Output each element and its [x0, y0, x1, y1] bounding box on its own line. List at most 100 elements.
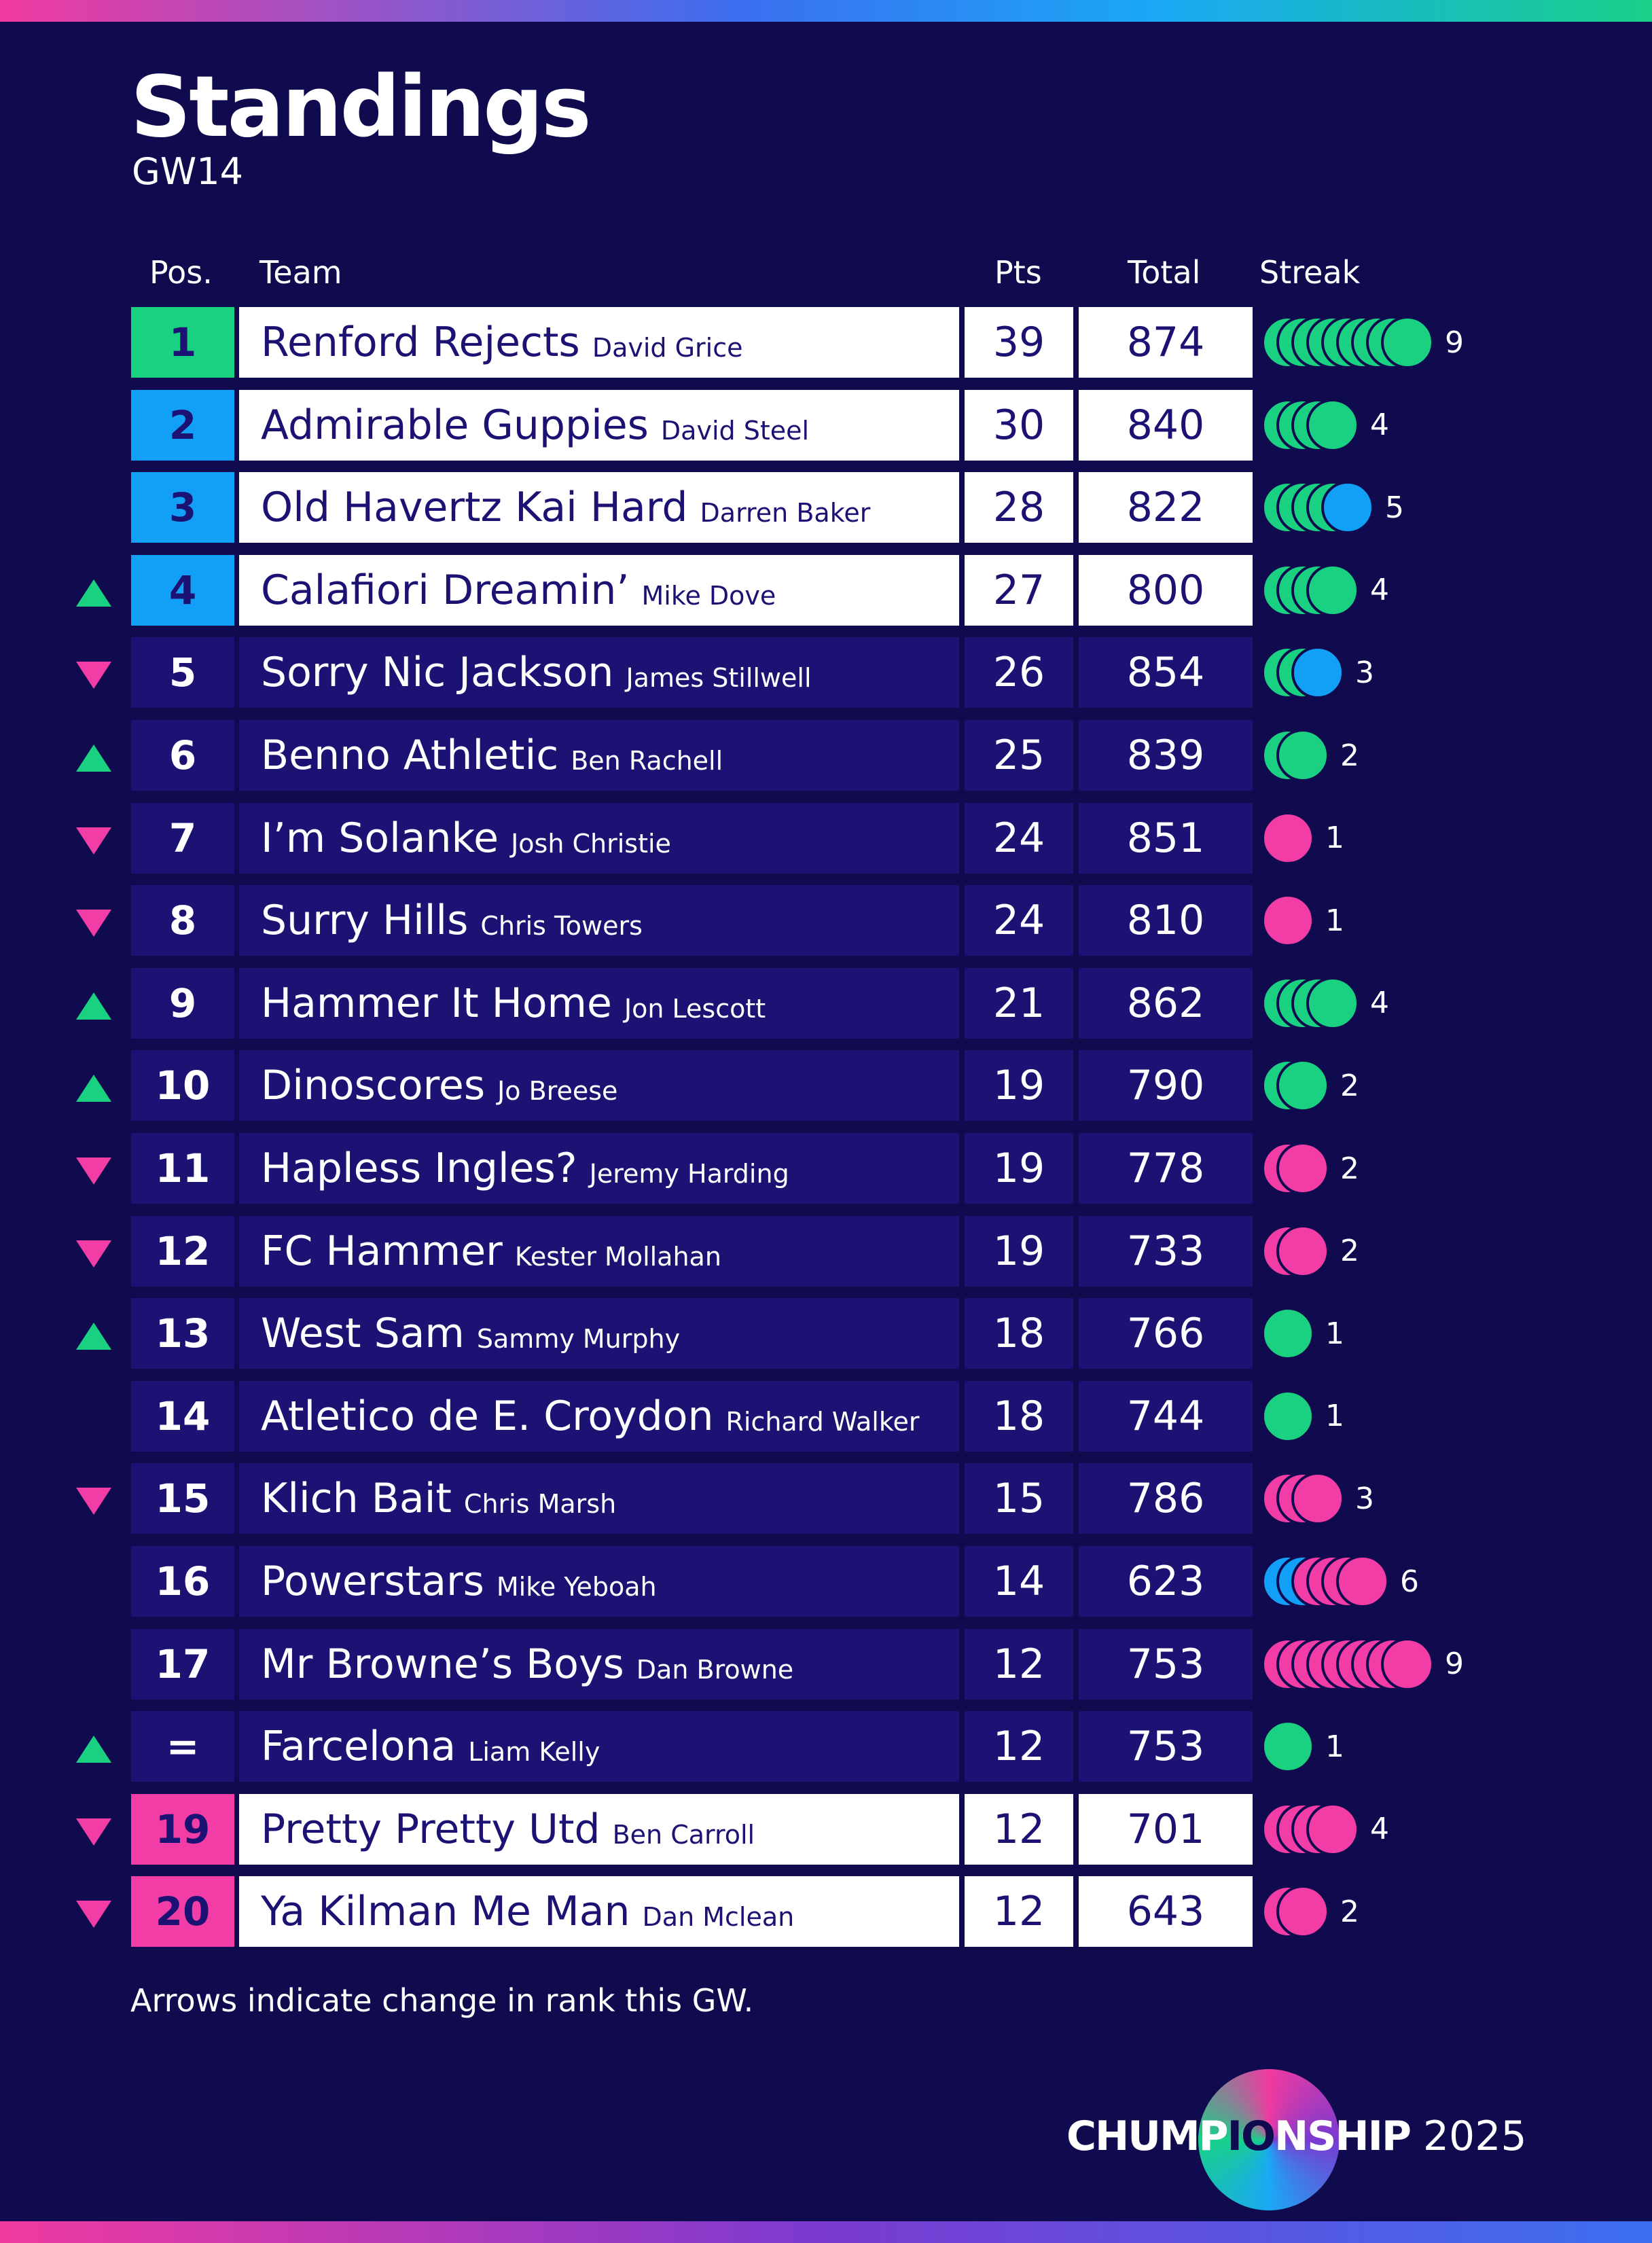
team-cell: West Sam Sammy Murphy — [239, 1298, 959, 1369]
streak-indicator: 3 — [1261, 1463, 1374, 1534]
streak-dots — [1261, 894, 1314, 948]
manager-name: David Grice — [592, 333, 743, 363]
rank-up-arrow-icon — [76, 1323, 111, 1350]
team-cell: Hammer It Home Jon Lescott — [239, 967, 959, 1039]
streak-dot — [1276, 729, 1329, 782]
manager-name: Mike Dove — [641, 580, 776, 611]
team-cell: Admirable Guppies David Steel — [239, 389, 959, 461]
team-name: Mr Browne’s Boys — [261, 1640, 624, 1688]
streak-indicator: 6 — [1261, 1546, 1419, 1617]
position-cell: 12 — [131, 1215, 234, 1287]
points-cell: 28 — [965, 472, 1073, 543]
streak-indicator: 9 — [1261, 307, 1464, 378]
streak-dot — [1381, 316, 1434, 369]
position-cell: 11 — [131, 1133, 234, 1204]
streak-dots — [1261, 316, 1434, 369]
streak-dots — [1261, 398, 1359, 452]
position-cell: 16 — [131, 1546, 234, 1617]
points-cell: 24 — [965, 802, 1073, 874]
table-row: 7 I’m Solanke Josh Christie 24 851 1 — [0, 802, 1652, 874]
manager-name: Jeremy Harding — [589, 1159, 789, 1189]
team-name: Admirable Guppies — [261, 401, 649, 449]
team-cell: Calafiori Dreamin’ Mike Dove — [239, 554, 959, 626]
manager-name: Chris Towers — [480, 911, 643, 941]
table-row: 9 Hammer It Home Jon Lescott 21 862 4 — [0, 967, 1652, 1039]
manager-name: Ben Carroll — [612, 1819, 755, 1850]
streak-indicator: 2 — [1261, 1216, 1359, 1287]
streak-dot — [1261, 811, 1314, 865]
manager-name: Darren Baker — [700, 498, 871, 528]
total-cell: 766 — [1079, 1298, 1253, 1369]
points-cell: 12 — [965, 1628, 1073, 1700]
table-row: 5 Sorry Nic Jackson James Stillwell 26 854 3 — [0, 637, 1652, 708]
points-cell: 39 — [965, 307, 1073, 378]
streak-indicator: 1 — [1261, 1298, 1344, 1369]
manager-name: Dan Browne — [636, 1654, 794, 1685]
rank-up-arrow-icon — [76, 744, 111, 772]
points-cell: 18 — [965, 1380, 1073, 1452]
streak-indicator: 4 — [1261, 555, 1389, 626]
team-cell: Powerstars Mike Yeboah — [239, 1546, 959, 1617]
team-cell: Hapless Ingles? Jeremy Harding — [239, 1133, 959, 1204]
position-cell: 9 — [131, 967, 234, 1039]
streak-indicator: 1 — [1261, 803, 1344, 874]
team-name: Sorry Nic Jackson — [261, 649, 614, 697]
team-cell: I’m Solanke Josh Christie — [239, 802, 959, 874]
streak-dot — [1276, 1059, 1329, 1113]
streak-indicator: 2 — [1261, 1876, 1359, 1947]
manager-name: James Stillwell — [626, 663, 812, 694]
streak-dot — [1276, 1142, 1329, 1195]
table-row: 12 FC Hammer Kester Mollahan 19 733 2 — [0, 1215, 1652, 1287]
position-cell: 6 — [131, 720, 234, 791]
points-cell: 12 — [965, 1876, 1073, 1948]
rank-down-arrow-icon — [76, 827, 111, 855]
manager-name: Kester Mollahan — [514, 1241, 721, 1272]
streak-dots — [1261, 1142, 1329, 1195]
streak-count: 2 — [1340, 1151, 1359, 1186]
streak-dot — [1381, 1637, 1434, 1691]
streak-indicator: 4 — [1261, 390, 1389, 461]
streak-dot — [1336, 1555, 1389, 1608]
streak-dots — [1261, 729, 1329, 782]
team-name: Calafiori Dreamin’ — [261, 566, 630, 614]
team-name: Atletico de E. Croydon — [261, 1392, 714, 1440]
streak-count: 1 — [1325, 1316, 1344, 1351]
team-name: Benno Athletic — [261, 732, 559, 779]
position-cell: 19 — [131, 1793, 234, 1865]
team-cell: Renford Rejects David Grice — [239, 307, 959, 378]
team-cell: Sorry Nic Jackson James Stillwell — [239, 637, 959, 708]
streak-dots — [1261, 1059, 1329, 1113]
streak-dot — [1306, 1802, 1359, 1856]
logo-year: 2025 — [1422, 2113, 1527, 2160]
streak-dots — [1261, 646, 1344, 700]
team-cell: Dinoscores Jo Breese — [239, 1050, 959, 1122]
position-cell: 4 — [131, 554, 234, 626]
total-cell: 800 — [1079, 554, 1253, 626]
team-cell: Surry Hills Chris Towers — [239, 885, 959, 956]
manager-name: Jo Breese — [497, 1076, 618, 1107]
table-row: 2 Admirable Guppies David Steel 30 840 4 — [0, 389, 1652, 461]
streak-count: 2 — [1340, 1234, 1359, 1269]
table-row: 20 Ya Kilman Me Man Dan Mclean 12 643 2 — [0, 1876, 1652, 1948]
streak-dots — [1261, 1472, 1344, 1526]
streak-dots — [1261, 1885, 1329, 1939]
streak-dot — [1291, 646, 1344, 700]
total-cell: 810 — [1079, 885, 1253, 956]
streak-count: 6 — [1400, 1564, 1419, 1599]
position-cell: 17 — [131, 1628, 234, 1700]
column-header-total: Total — [1128, 254, 1201, 291]
streak-indicator: 1 — [1261, 1711, 1344, 1782]
total-cell: 839 — [1079, 720, 1253, 791]
streak-dot — [1261, 1307, 1314, 1361]
team-name: Hapless Ingles? — [261, 1145, 577, 1192]
streak-dot — [1276, 1224, 1329, 1278]
total-cell: 840 — [1079, 389, 1253, 461]
table-row: 6 Benno Athletic Ben Rachell 25 839 2 — [0, 720, 1652, 791]
streak-dots — [1261, 976, 1359, 1030]
points-cell: 19 — [965, 1050, 1073, 1122]
rank-up-arrow-icon — [76, 1075, 111, 1102]
points-cell: 19 — [965, 1215, 1073, 1287]
column-header-team: Team — [259, 254, 342, 291]
streak-count: 2 — [1340, 738, 1359, 773]
points-cell: 26 — [965, 637, 1073, 708]
